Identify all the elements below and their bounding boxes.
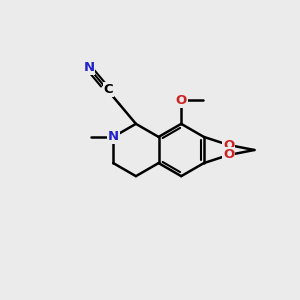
Text: N: N [108,130,119,143]
Text: O: O [176,94,187,107]
Text: O: O [223,148,234,161]
Text: N: N [83,61,94,74]
Text: O: O [223,139,234,152]
Text: C: C [104,83,113,96]
